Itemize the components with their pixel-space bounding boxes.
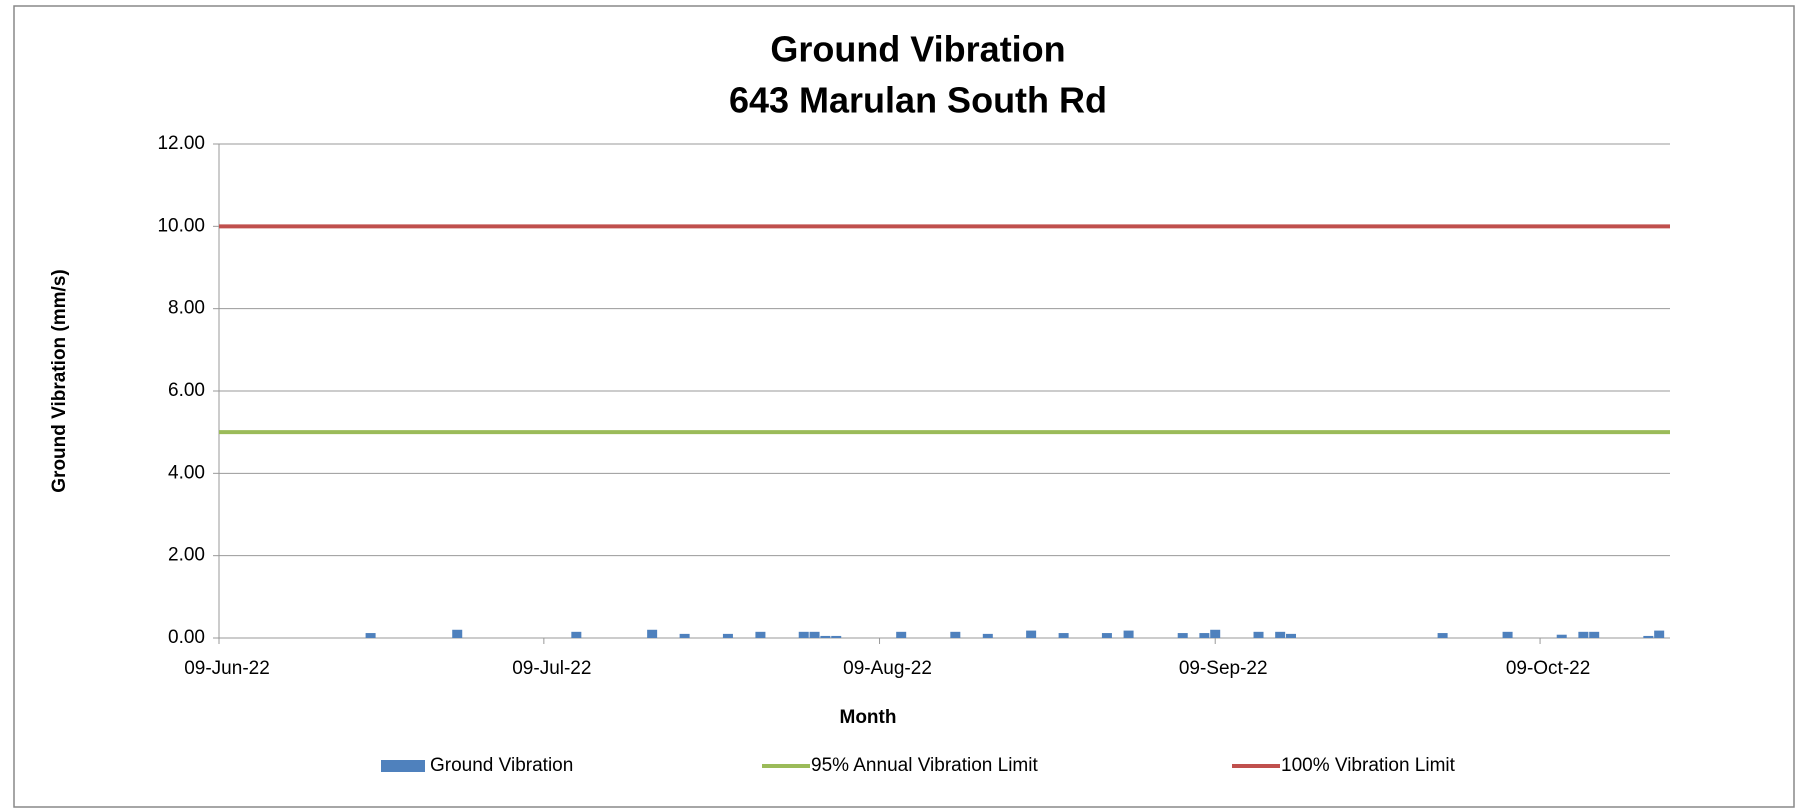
- bar: [1058, 633, 1069, 638]
- bar: [452, 629, 463, 638]
- bar: [950, 631, 961, 638]
- y-tick-label: 10.00: [157, 215, 205, 236]
- bar: [1286, 633, 1297, 638]
- bar: [1437, 633, 1448, 638]
- bar: [1589, 631, 1600, 638]
- legend-label: 95% Annual Vibration Limit: [811, 755, 1038, 776]
- bar: [365, 633, 376, 638]
- x-tick-label: 09-Jul-22: [512, 658, 591, 679]
- bar: [1177, 633, 1188, 638]
- bar: [1199, 633, 1210, 638]
- legend-label: Ground Vibration: [430, 755, 573, 776]
- x-tick-label: 09-Aug-22: [843, 658, 932, 679]
- y-tick-label: 8.00: [168, 298, 205, 319]
- bar: [1253, 631, 1264, 638]
- chart-title: Ground Vibration: [770, 29, 1065, 70]
- bar: [1654, 630, 1665, 638]
- y-tick-label: 0.00: [168, 627, 205, 648]
- y-tick-label: 4.00: [168, 462, 205, 483]
- bar: [1210, 629, 1221, 638]
- x-axis-label: Month: [840, 707, 897, 728]
- bar: [809, 631, 820, 638]
- bar: [1101, 633, 1112, 638]
- bar: [1578, 631, 1589, 638]
- bar: [798, 631, 809, 638]
- bar: [722, 633, 733, 638]
- bar: [896, 631, 907, 638]
- bar: [1123, 630, 1134, 638]
- legend-label: 100% Vibration Limit: [1281, 755, 1456, 776]
- x-tick-label: 09-Oct-22: [1506, 658, 1590, 679]
- y-tick-label: 6.00: [168, 380, 205, 401]
- bar: [1026, 630, 1037, 638]
- bar: [831, 635, 842, 638]
- y-tick-label: 2.00: [168, 545, 205, 566]
- bar: [571, 631, 582, 638]
- bar: [1556, 634, 1567, 638]
- y-axis-label: Ground Vibration (mm/s): [49, 269, 70, 492]
- bar: [1643, 635, 1654, 638]
- bar: [982, 633, 993, 638]
- x-tick-label: 09-Jun-22: [184, 658, 270, 679]
- chart-subtitle: 643 Marulan South Rd: [729, 80, 1107, 121]
- bar: [1275, 631, 1286, 638]
- legend-swatch: [381, 760, 425, 772]
- bar: [755, 631, 766, 638]
- bar: [647, 629, 658, 638]
- bar: [1502, 631, 1513, 638]
- bar: [820, 635, 831, 638]
- y-tick-label: 12.00: [157, 133, 205, 154]
- bar: [679, 633, 690, 638]
- chart-border: [13, 5, 1795, 808]
- x-tick-label: 09-Sep-22: [1179, 658, 1268, 679]
